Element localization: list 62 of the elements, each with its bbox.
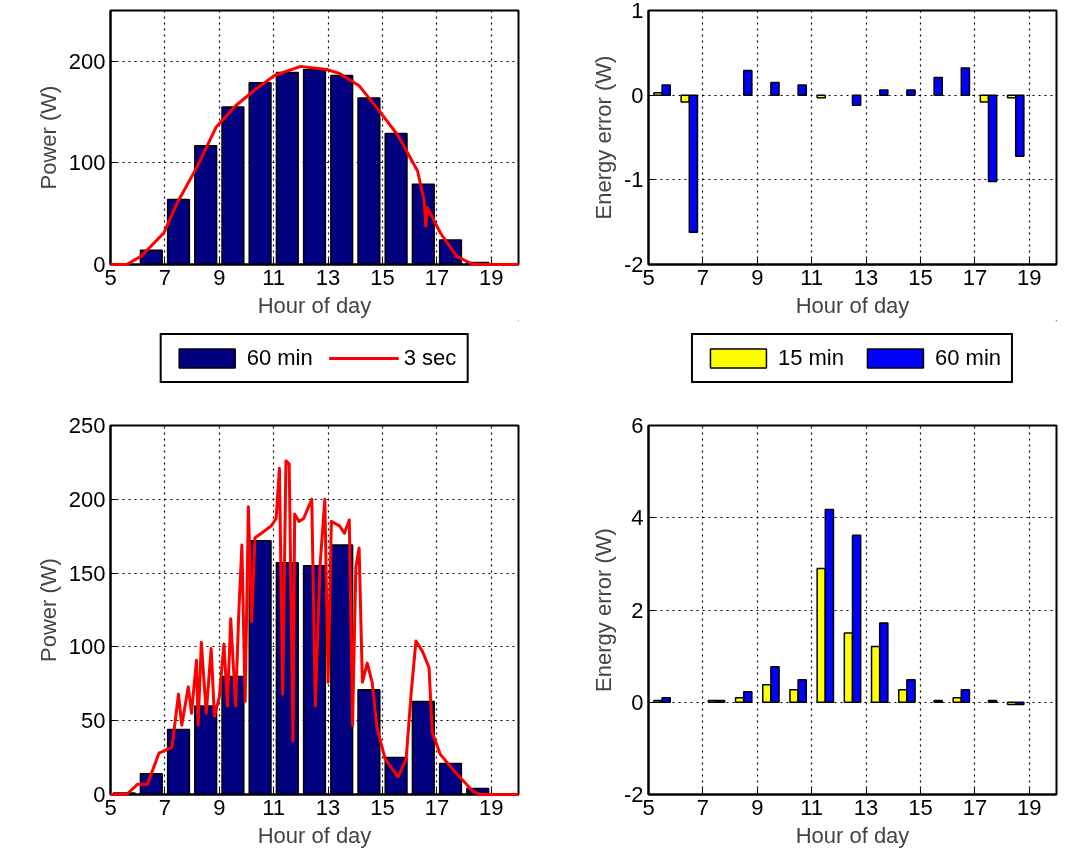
x-tick-label: 5: [104, 264, 117, 290]
y-tick-label: -1: [623, 167, 644, 193]
x-tick-label: 15: [908, 794, 933, 820]
y-axis-title: Power (W): [35, 558, 61, 662]
y-tick-label: 0: [631, 689, 644, 715]
x-tick-label: 17: [962, 794, 988, 820]
x-tick-label: 17: [962, 264, 988, 290]
y-tick-label: 250: [68, 413, 106, 438]
x-axis-title: Hour of day: [257, 822, 372, 848]
y-tick-label: -2: [623, 782, 644, 807]
legend-label: 60 min: [935, 344, 1002, 371]
x-tick-label: 15: [370, 794, 395, 820]
x-tick-label: 13: [315, 794, 341, 820]
x-tick-label: 5: [642, 794, 655, 820]
x-tick-label: 9: [751, 264, 764, 290]
y-tick-label: 4: [631, 505, 644, 531]
x-tick-label: 7: [158, 264, 172, 290]
y-tick-label: -2: [623, 252, 644, 277]
x-tick-label: 15: [908, 264, 933, 290]
y-tick-label: 100: [68, 634, 106, 660]
legend-label: 60 min: [246, 344, 313, 371]
x-tick-label: 7: [696, 264, 710, 290]
x-tick-label: 17: [424, 264, 450, 290]
x-tick-label: 19: [1017, 264, 1042, 290]
x-tick-label: 7: [158, 794, 172, 820]
y-axis-title: Energy error (W): [590, 528, 616, 692]
x-tick-label: 13: [853, 794, 879, 820]
y-axis-title: Power (W): [35, 85, 61, 190]
x-tick-label: 7: [696, 794, 710, 820]
x-tick-label: 13: [853, 264, 879, 290]
x-tick-label: 15: [370, 264, 395, 290]
y-tick-label: 2: [631, 597, 644, 623]
y-tick-label: 200: [68, 486, 106, 512]
x-tick-label: 19: [1017, 794, 1042, 820]
x-tick-label: 9: [751, 794, 764, 820]
y-tick-label: 150: [68, 560, 106, 586]
x-tick-label: 19: [479, 794, 504, 820]
x-tick-label: 11: [800, 794, 824, 820]
y-tick-label: 200: [68, 48, 106, 74]
x-tick-label: 11: [262, 264, 286, 290]
x-axis-title: Hour of day: [795, 822, 910, 848]
x-tick-label: 5: [104, 794, 117, 820]
y-tick-label: 1: [631, 0, 644, 23]
x-tick-label: 13: [315, 264, 341, 290]
x-tick-label: 17: [424, 794, 450, 820]
y-tick-label: 0: [93, 782, 106, 807]
y-tick-label: 100: [68, 150, 106, 176]
y-tick-label: 6: [631, 413, 644, 438]
x-tick-label: 19: [479, 264, 504, 290]
y-axis-title: Energy error (W): [590, 55, 616, 220]
x-tick-label: 5: [642, 264, 655, 290]
x-tick-label: 11: [800, 264, 824, 290]
y-tick-label: 50: [81, 708, 106, 734]
x-axis-title: Hour of day: [257, 292, 372, 318]
x-tick-label: 11: [262, 794, 286, 820]
x-tick-label: 9: [213, 264, 226, 290]
x-tick-label: 9: [213, 794, 226, 820]
y-tick-label: 0: [93, 252, 106, 277]
legend-label: 15 min: [777, 344, 844, 371]
x-axis-title: Hour of day: [795, 292, 910, 318]
y-tick-label: 0: [631, 82, 644, 108]
legend-label: 3 sec: [403, 344, 457, 371]
